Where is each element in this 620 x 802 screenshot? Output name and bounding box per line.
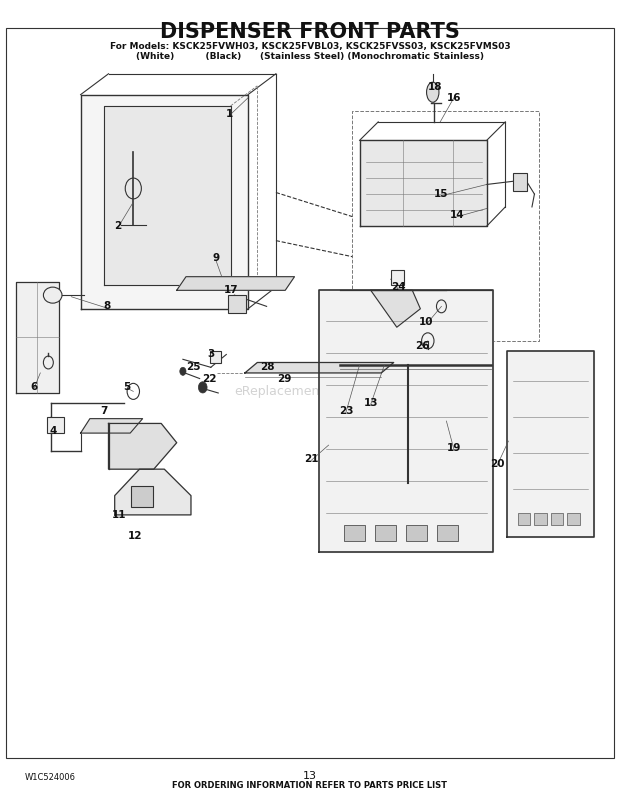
Text: For Models: KSCK25FVWH03, KSCK25FVBL03, KSCK25FVSS03, KSCK25FVMS03: For Models: KSCK25FVWH03, KSCK25FVBL03, … — [110, 42, 510, 51]
Text: DISPENSER FRONT PARTS: DISPENSER FRONT PARTS — [160, 22, 460, 42]
Text: 2: 2 — [114, 221, 122, 231]
Text: 10: 10 — [419, 318, 434, 327]
Text: 9: 9 — [212, 253, 219, 263]
Bar — [131, 486, 153, 507]
Text: eReplacementParts.com: eReplacementParts.com — [234, 385, 386, 398]
Bar — [437, 525, 458, 541]
Text: 13: 13 — [303, 771, 317, 780]
Bar — [567, 513, 580, 525]
Text: 29: 29 — [277, 374, 291, 383]
Bar — [391, 270, 404, 285]
Text: 20: 20 — [490, 459, 505, 468]
Polygon shape — [108, 423, 177, 469]
Text: 26: 26 — [415, 342, 430, 351]
Bar — [228, 295, 246, 313]
Text: 14: 14 — [450, 210, 465, 220]
Text: (White)          (Black)      (Stainless Steel) (Monochromatic Stainless): (White) (Black) (Stainless Steel) (Monoc… — [136, 51, 484, 61]
Polygon shape — [371, 290, 420, 327]
Bar — [375, 525, 396, 541]
Polygon shape — [319, 290, 493, 552]
Text: 21: 21 — [304, 454, 319, 464]
Polygon shape — [115, 469, 191, 515]
Polygon shape — [81, 95, 248, 309]
Polygon shape — [16, 282, 59, 393]
Polygon shape — [245, 363, 394, 373]
Text: 24: 24 — [391, 282, 405, 292]
Text: 19: 19 — [446, 443, 461, 452]
Text: 23: 23 — [339, 406, 353, 415]
Polygon shape — [507, 351, 594, 537]
Text: 4: 4 — [49, 427, 56, 436]
Text: FOR ORDERING INFORMATION REFER TO PARTS PRICE LIST: FOR ORDERING INFORMATION REFER TO PARTS … — [172, 781, 448, 791]
Text: 25: 25 — [186, 363, 201, 372]
Bar — [518, 513, 530, 525]
Bar — [551, 513, 563, 525]
Text: 8: 8 — [103, 302, 110, 311]
Circle shape — [180, 367, 186, 375]
Text: 12: 12 — [128, 531, 143, 541]
Bar — [344, 525, 365, 541]
Text: 28: 28 — [260, 363, 275, 372]
Text: 6: 6 — [30, 382, 38, 391]
Bar — [210, 351, 221, 363]
Text: 22: 22 — [202, 374, 217, 383]
Text: 5: 5 — [123, 382, 131, 391]
Polygon shape — [104, 106, 231, 285]
Text: W1C524006: W1C524006 — [25, 773, 76, 783]
Bar — [46, 417, 64, 433]
Text: 13: 13 — [363, 398, 378, 407]
Text: 3: 3 — [207, 350, 215, 359]
Polygon shape — [360, 140, 487, 226]
Text: 11: 11 — [112, 510, 126, 520]
Bar — [534, 513, 547, 525]
Text: 1: 1 — [226, 109, 233, 119]
Text: 17: 17 — [223, 286, 238, 295]
Bar — [513, 173, 527, 191]
Text: 18: 18 — [428, 82, 443, 91]
Bar — [406, 525, 427, 541]
Text: 15: 15 — [434, 189, 449, 199]
Ellipse shape — [43, 287, 62, 303]
Text: 7: 7 — [100, 406, 108, 415]
Text: 16: 16 — [446, 93, 461, 103]
Circle shape — [198, 382, 207, 393]
Polygon shape — [177, 277, 294, 290]
Ellipse shape — [427, 83, 439, 103]
Polygon shape — [81, 419, 143, 433]
